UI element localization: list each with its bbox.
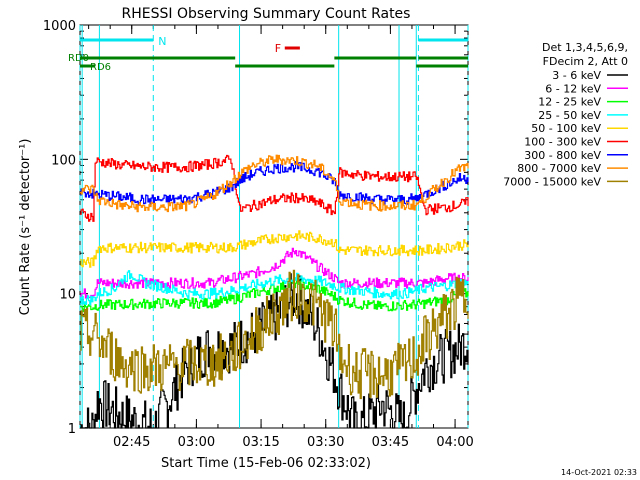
x-tick-label: 04:00 (436, 435, 473, 450)
legend-header-line-1: Det 1,3,4,5,6,9, (542, 41, 628, 54)
legend-label: 50 - 100 keV (531, 122, 601, 135)
legend-label: 3 - 6 keV (552, 69, 601, 82)
series-line (80, 230, 469, 268)
x-axis-label: Start Time (15-Feb-06 02:33:02) (161, 456, 371, 471)
rd0-label: RD0 (68, 53, 89, 64)
x-tick-label: 03:45 (372, 435, 409, 450)
legend-label: 100 - 300 keV (524, 136, 601, 149)
y-tick-label: 10 (59, 288, 76, 303)
y-tick-label: 100 (51, 153, 76, 168)
series-line (80, 269, 469, 400)
series-line (80, 154, 469, 213)
legend-label: 6 - 12 keV (545, 82, 601, 95)
rd6-label: RD6 (90, 62, 111, 73)
legend-header-line-2: FDecim 2, Att 0 (543, 55, 628, 68)
x-tick-label: 03:15 (242, 435, 279, 450)
legend-label: 25 - 50 keV (538, 109, 601, 122)
series-line (80, 154, 469, 222)
series-line (80, 278, 469, 312)
flare-label: F (275, 42, 281, 55)
night-label: N (158, 35, 166, 48)
y-axis-label: Count Rate (s⁻¹ detector⁻¹) (18, 139, 33, 316)
series-line (80, 161, 469, 206)
x-tick-label: 03:00 (178, 435, 215, 450)
footer-date: 14-Oct-2021 02:33 (561, 468, 637, 477)
series-line (80, 247, 469, 299)
x-tick-label: 03:30 (307, 435, 344, 450)
legend-label: 800 - 7000 keV (517, 162, 601, 175)
x-tick-label: 02:45 (113, 435, 150, 450)
y-tick-label: 1 (68, 422, 76, 437)
chart-title: RHESSI Observing Summary Count Rates (122, 6, 411, 22)
series-line (80, 270, 469, 306)
legend-label: 300 - 800 keV (524, 149, 601, 162)
legend-label: 12 - 25 keV (538, 96, 601, 109)
y-tick-label: 1000 (43, 19, 76, 34)
legend-label: 7000 - 15000 keV (503, 175, 601, 188)
